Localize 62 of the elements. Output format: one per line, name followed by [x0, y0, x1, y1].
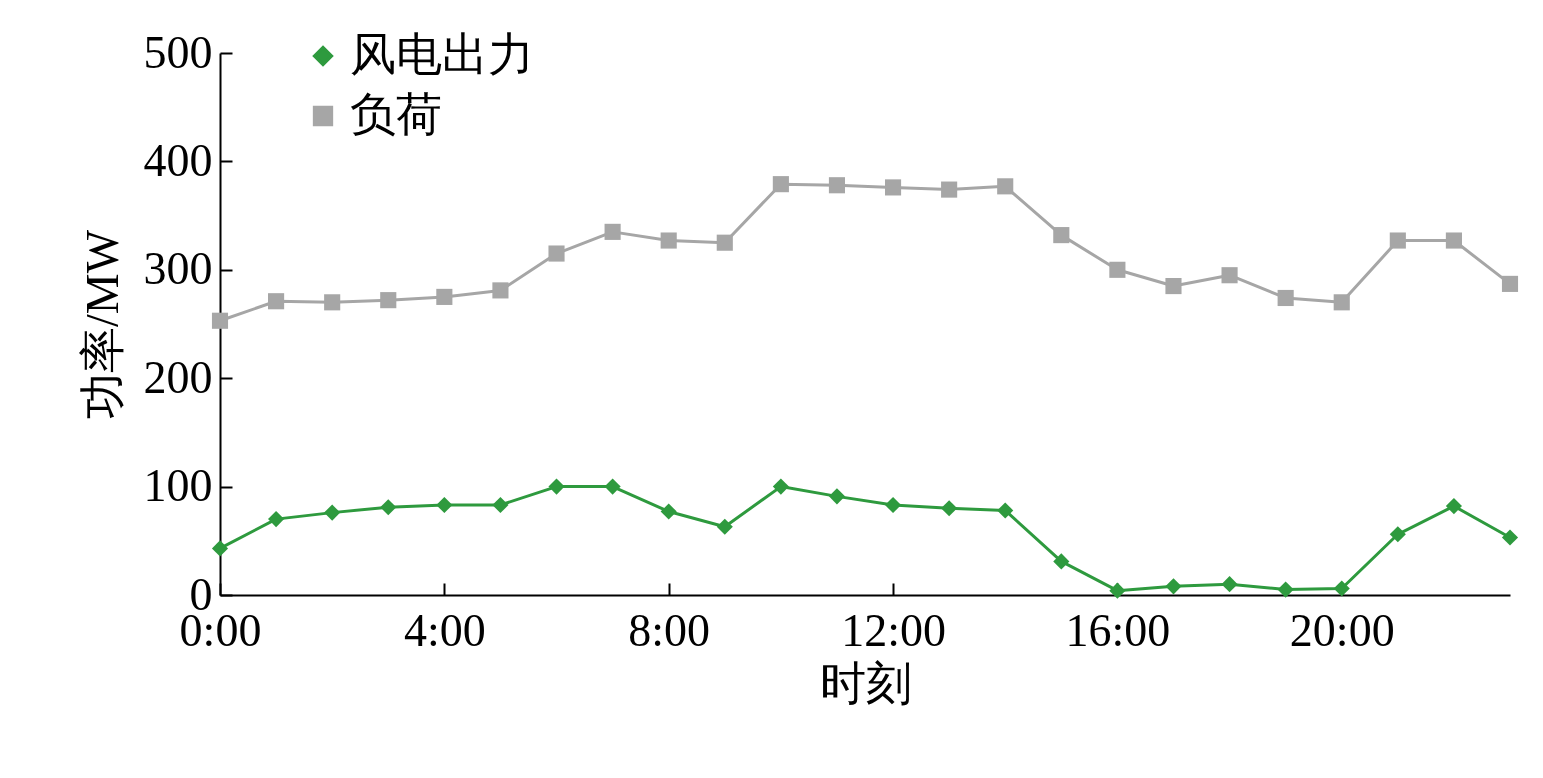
point	[211, 312, 229, 329]
y-tick-label: 400	[143, 134, 213, 186]
point	[211, 540, 229, 557]
point	[660, 503, 677, 520]
x-tick-label: 16:00	[1065, 604, 1171, 656]
point	[1389, 526, 1406, 543]
point	[1109, 582, 1126, 599]
point	[324, 504, 341, 521]
y-tick-label: 500	[143, 26, 213, 78]
x-tick-label: 12:00	[841, 604, 946, 656]
x-tick-label: 20:00	[1289, 604, 1395, 656]
point	[1277, 581, 1294, 598]
point	[436, 496, 453, 514]
y-tick-label: 200	[143, 351, 213, 403]
point	[380, 292, 397, 309]
point	[1445, 498, 1462, 515]
x-axis-title: 时刻	[819, 657, 912, 709]
point	[268, 511, 285, 528]
point	[492, 282, 509, 299]
point	[772, 478, 789, 495]
point	[660, 232, 677, 249]
point	[492, 496, 509, 514]
point	[1165, 578, 1182, 595]
y-axis-title: 功率/MW	[76, 229, 128, 420]
legend-label: 风电出力	[350, 29, 534, 80]
point	[1109, 261, 1126, 278]
point	[1501, 275, 1519, 292]
point	[324, 294, 341, 311]
x-tick-label: 4:00	[403, 604, 486, 656]
point	[884, 179, 902, 196]
point	[1221, 576, 1238, 593]
point	[716, 234, 733, 251]
point	[997, 178, 1014, 195]
point	[1221, 267, 1238, 284]
point	[997, 502, 1014, 519]
point	[1445, 232, 1462, 249]
point	[604, 478, 621, 495]
legend-label: 负荷	[350, 89, 442, 140]
x-tick-label: 8:00	[628, 604, 711, 656]
point	[716, 518, 733, 535]
point	[1389, 232, 1406, 249]
point	[1277, 289, 1294, 307]
point	[941, 500, 958, 517]
point	[1333, 294, 1350, 311]
point	[380, 499, 397, 516]
point	[828, 177, 846, 194]
point	[1501, 529, 1519, 546]
point	[548, 478, 565, 495]
point	[941, 181, 958, 198]
y-tick-label: 100	[143, 460, 213, 512]
point	[436, 288, 453, 305]
point	[604, 223, 621, 240]
point	[1333, 580, 1350, 597]
point	[548, 245, 565, 262]
point	[1165, 278, 1182, 295]
point	[1053, 227, 1070, 244]
y-tick-label: 300	[143, 243, 213, 295]
point	[772, 176, 789, 193]
point	[884, 496, 902, 514]
point	[1053, 553, 1070, 570]
point	[268, 293, 285, 310]
point	[828, 488, 846, 505]
